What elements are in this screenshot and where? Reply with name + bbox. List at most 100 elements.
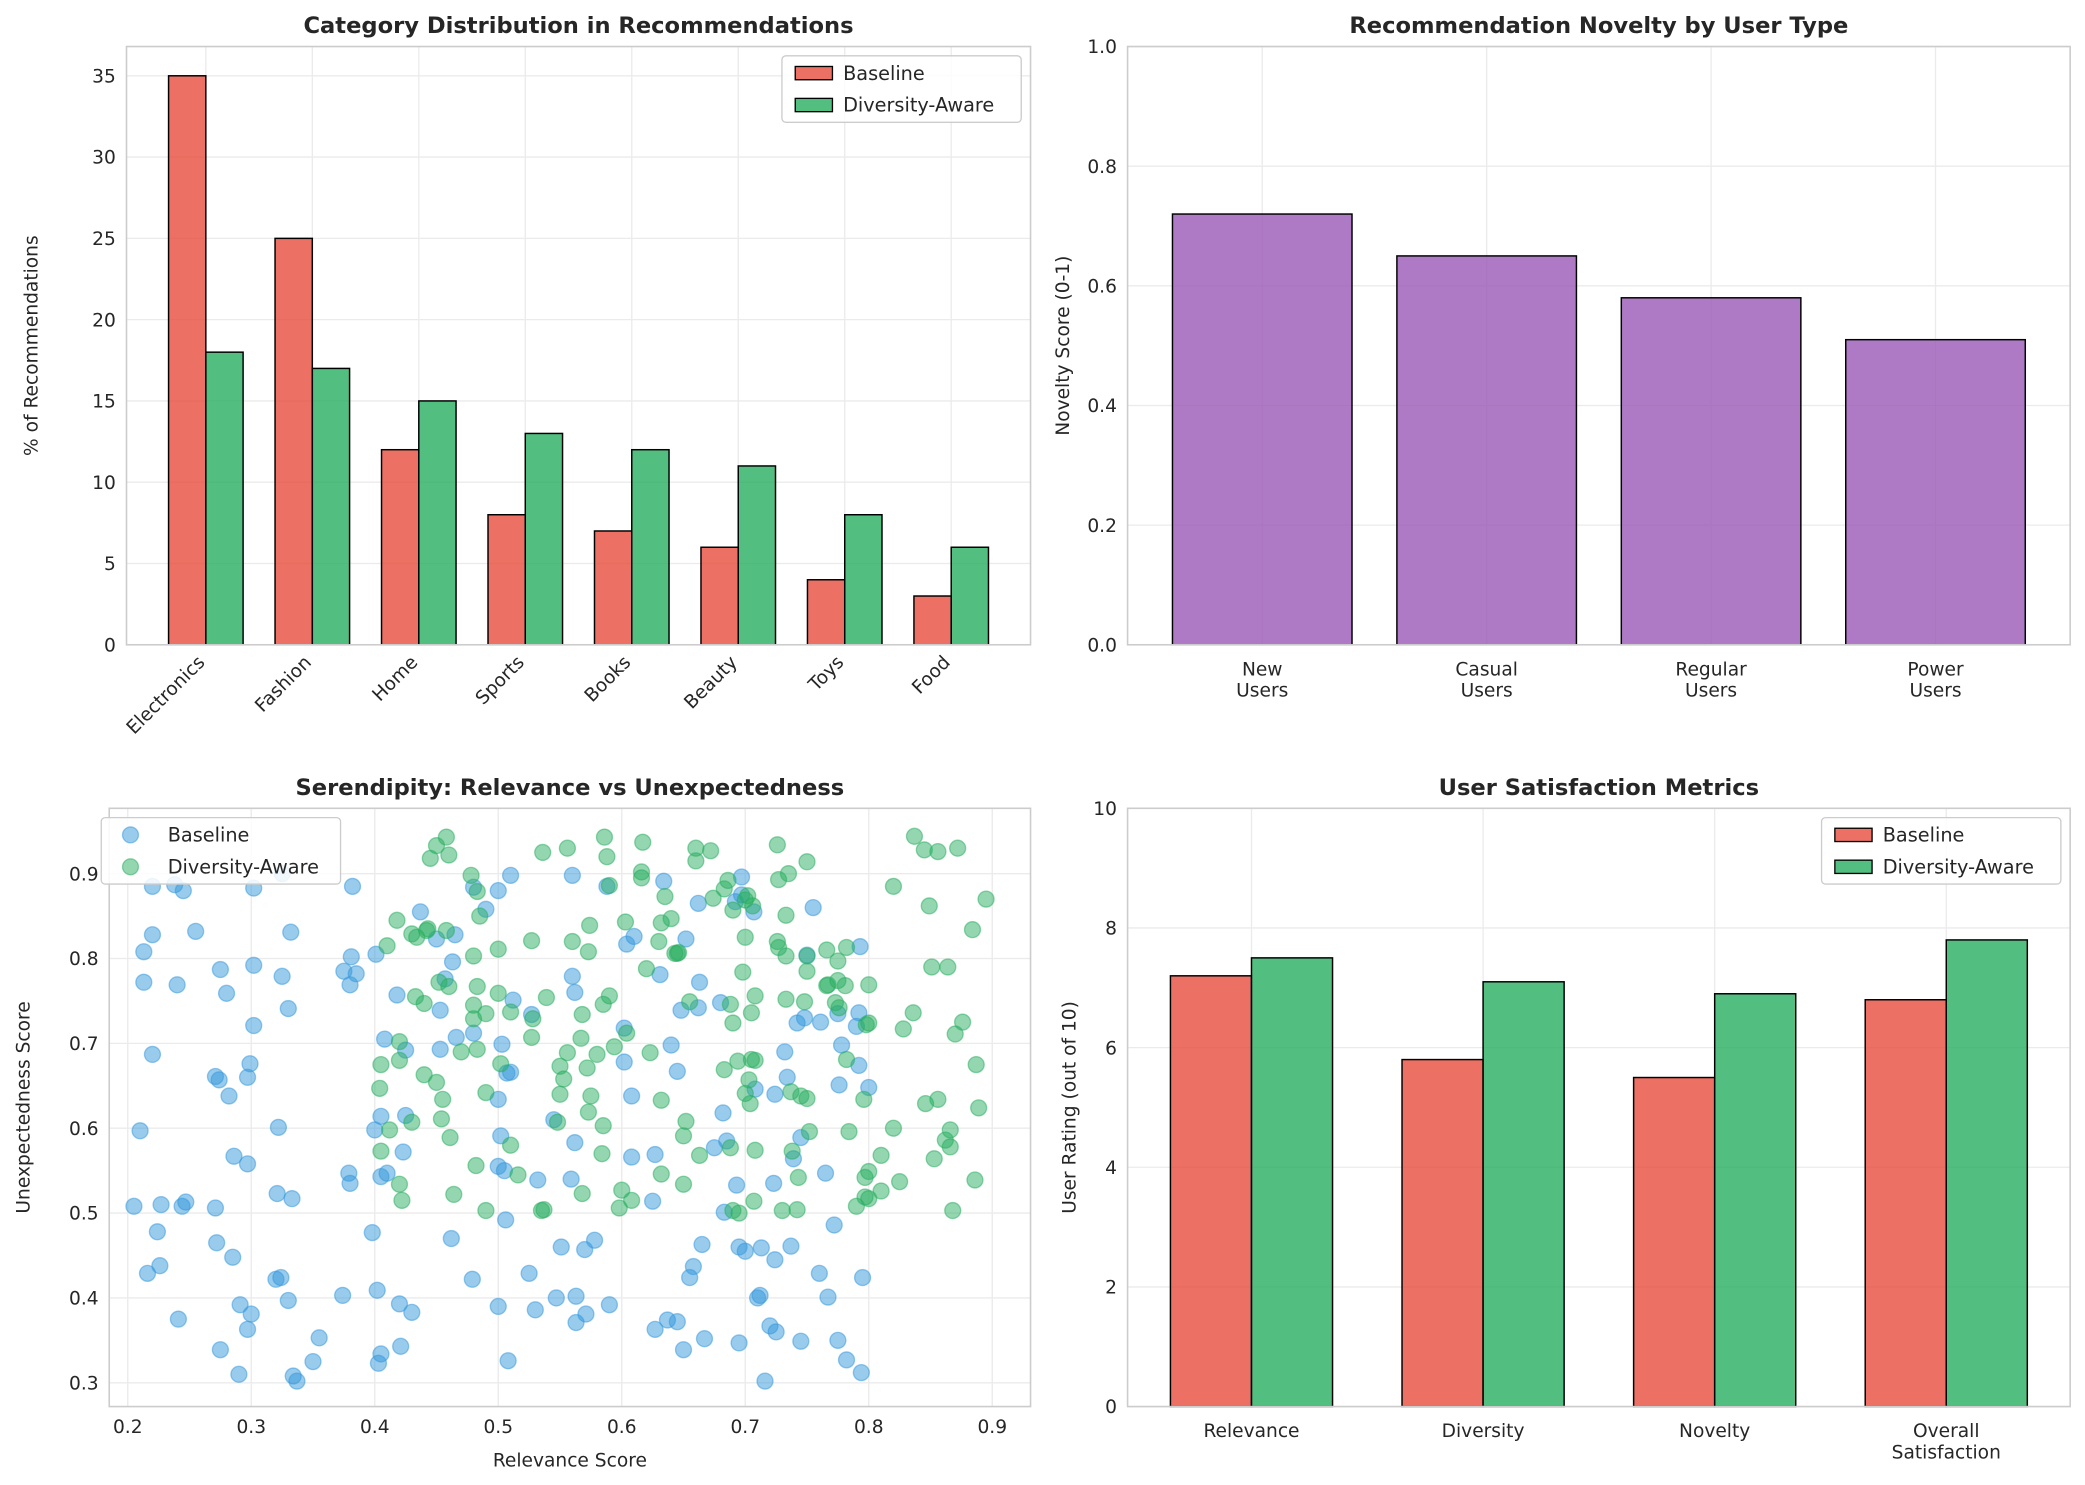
point-diversity-aware	[371, 1079, 389, 1097]
serendipity-scatter-chart: 0.3 0.4 0.5 0.6 0.7 0.8 0.9 0.2 0.3 0.4 0.5 0.6 0.7 0…	[13, 775, 1032, 1471]
point-diversity-aware	[537, 988, 556, 1007]
point-diversity-aware	[616, 913, 635, 931]
x-tick-label: Overall Satisfaction	[1892, 1421, 2001, 1463]
novelty-by-user-type-chart: 0.0 0.2 0.4 0.6 0.8 1.0 New Users Casual Users Reg…	[1053, 13, 2071, 702]
y-tick-label: 0.5	[69, 1204, 99, 1225]
point-diversity-aware	[783, 1142, 801, 1160]
y-tick-label: 0.6	[1087, 276, 1117, 297]
point-baseline	[501, 866, 520, 884]
point-diversity-aware	[593, 1145, 611, 1163]
point-diversity-aware	[594, 1117, 612, 1135]
point-diversity-aware	[800, 1122, 819, 1141]
x-tick-label: Home	[369, 652, 423, 706]
point-baseline	[392, 1337, 410, 1355]
point-baseline	[727, 1176, 746, 1194]
point-baseline	[168, 976, 186, 994]
point-baseline	[756, 1372, 774, 1390]
point-diversity-aware	[798, 962, 816, 980]
point-baseline	[622, 1148, 641, 1166]
point-baseline	[217, 984, 236, 1002]
point-diversity-aware	[437, 921, 456, 940]
point-diversity-aware	[925, 1150, 943, 1168]
bar-baseline-relevance	[1169, 975, 1253, 1408]
point-diversity-aware	[730, 1204, 748, 1222]
point-diversity-aware	[944, 1201, 962, 1220]
point-baseline	[832, 1036, 851, 1054]
x-tick-label: 0.6	[607, 1417, 637, 1438]
bar-diversity-aware-fashion	[311, 367, 351, 646]
bar-casual-users	[1396, 255, 1578, 646]
point-baseline	[689, 894, 707, 912]
legend-box	[100, 816, 342, 885]
point-baseline	[625, 927, 643, 946]
point-baseline	[220, 1087, 238, 1105]
legend-swatch	[1834, 827, 1873, 843]
point-diversity-aware	[818, 941, 836, 959]
point-diversity-aware	[492, 1055, 510, 1073]
point-diversity-aware	[468, 882, 486, 901]
point-diversity-aware	[746, 987, 764, 1005]
point-baseline	[174, 881, 192, 900]
y-tick-label: 0.7	[69, 1034, 99, 1055]
y-tick-label: 0.2	[1087, 516, 1117, 537]
point-diversity-aware	[477, 1201, 495, 1220]
y-tick-label: 20	[92, 310, 116, 331]
point-baseline	[566, 1134, 584, 1152]
point-diversity-aware	[740, 1071, 758, 1089]
point-baseline	[242, 1305, 260, 1323]
point-baseline	[585, 1231, 604, 1249]
point-baseline	[283, 1190, 301, 1208]
chart-title: Serendipity: Relevance vs Unexpectedness	[296, 775, 845, 801]
bar-diversity-aware-beauty	[737, 465, 777, 646]
point-diversity-aware	[745, 1192, 763, 1210]
point-diversity-aware	[595, 828, 614, 846]
point-baseline	[852, 1363, 870, 1382]
point-diversity-aware	[415, 994, 433, 1013]
point-diversity-aware	[372, 1142, 390, 1160]
point-diversity-aware	[622, 1191, 641, 1209]
y-tick-label: 0	[104, 635, 116, 656]
x-tick-label: 0.3	[236, 1417, 266, 1438]
point-diversity-aware	[929, 1090, 947, 1109]
point-baseline	[520, 1264, 538, 1282]
y-tick-label: 25	[92, 229, 116, 250]
point-diversity-aware	[840, 1122, 858, 1141]
point-baseline	[211, 1341, 230, 1359]
point-baseline	[273, 967, 291, 985]
y-tick-label: 0.8	[1087, 157, 1117, 178]
y-tick-label: 0.8	[69, 949, 99, 970]
point-baseline	[390, 1295, 409, 1313]
bar-diversity-aware-diversity	[1482, 981, 1565, 1408]
point-diversity-aware	[963, 921, 982, 939]
bar-regular-users	[1620, 297, 1802, 646]
point-baseline	[131, 1122, 149, 1140]
point-diversity-aware	[724, 1014, 742, 1032]
point-diversity-aware	[501, 1003, 520, 1021]
point-baseline	[310, 1329, 328, 1347]
point-baseline	[238, 1320, 257, 1338]
point-diversity-aware	[437, 828, 456, 846]
legend-label: Diversity-Aware	[1883, 855, 2034, 878]
bar-baseline-toys	[806, 579, 846, 646]
point-diversity-aware	[966, 1171, 984, 1189]
y-tick-label: 0.4	[69, 1289, 99, 1310]
point-diversity-aware	[798, 853, 816, 871]
point-baseline	[552, 1238, 570, 1256]
point-baseline	[388, 986, 406, 1004]
y-tick-label: 4	[1105, 1158, 1117, 1179]
point-diversity-aware	[724, 901, 742, 919]
point-diversity-aware	[719, 871, 737, 890]
point-baseline	[751, 1286, 769, 1305]
point-diversity-aware	[558, 839, 577, 857]
point-diversity-aware	[920, 897, 938, 915]
point-baseline	[529, 1171, 547, 1189]
point-baseline	[782, 1237, 800, 1255]
x-tick-label: Relevance	[1203, 1421, 1299, 1442]
point-baseline	[411, 903, 430, 921]
point-diversity-aware	[773, 1201, 791, 1220]
point-diversity-aware	[677, 1112, 695, 1131]
point-diversity-aware	[467, 1156, 485, 1175]
point-diversity-aware	[836, 977, 854, 995]
point-diversity-aware	[855, 1090, 873, 1109]
